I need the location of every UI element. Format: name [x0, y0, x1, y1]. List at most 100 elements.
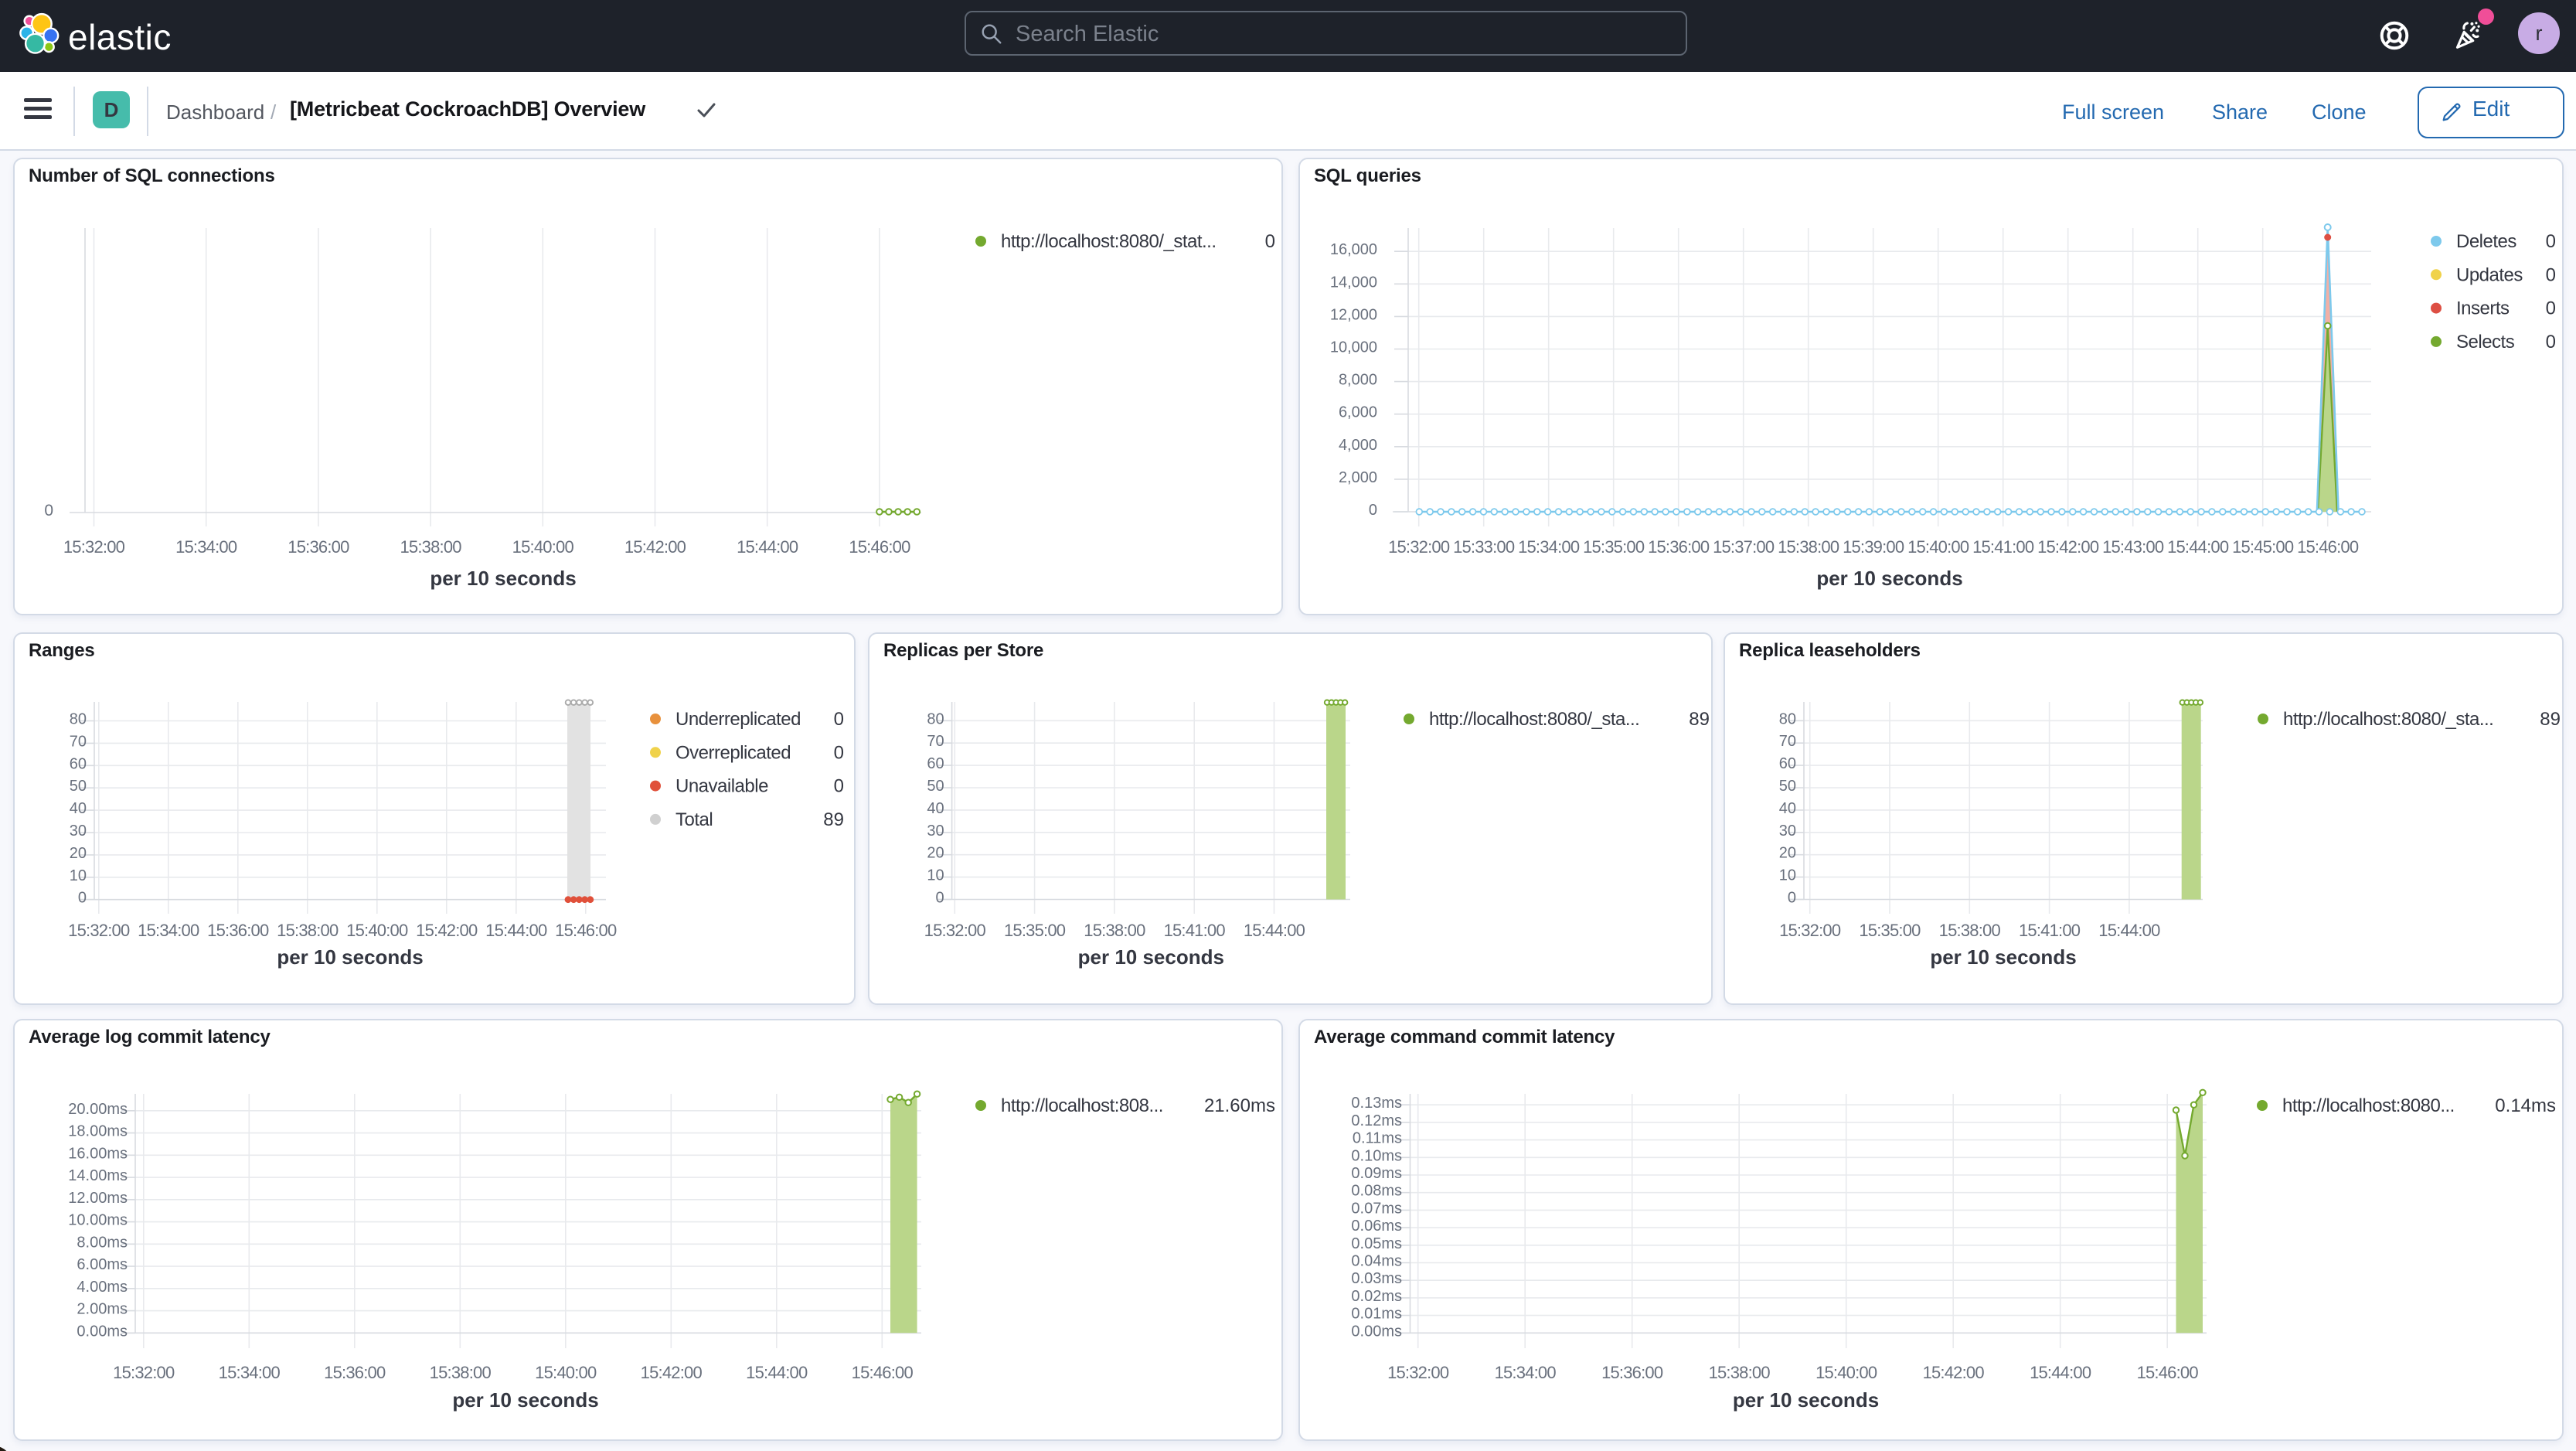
svg-text:per 10 seconds: per 10 seconds	[1078, 945, 1224, 969]
svg-text:20: 20	[927, 845, 944, 862]
svg-text:0.11ms: 0.11ms	[1353, 1130, 1402, 1147]
svg-text:0.10ms: 0.10ms	[1351, 1147, 1402, 1164]
svg-text:10.00ms: 10.00ms	[68, 1212, 128, 1229]
svg-text:Average command commit latency: Average command commit latency	[1314, 1027, 1615, 1047]
svg-text:SQL queries: SQL queries	[1314, 165, 1421, 186]
svg-text:http://localhost:8080/_sta...: http://localhost:8080/_sta...	[2283, 709, 2493, 730]
svg-text:12.00ms: 12.00ms	[68, 1190, 128, 1207]
svg-text:10: 10	[927, 867, 944, 884]
svg-text:40: 40	[1779, 800, 1796, 817]
svg-text:8,000: 8,000	[1339, 372, 1377, 389]
svg-text:15:36:00: 15:36:00	[1601, 1363, 1663, 1382]
svg-text:15:32:00: 15:32:00	[1387, 1363, 1449, 1382]
svg-text:Number of SQL connections: Number of SQL connections	[29, 165, 275, 186]
svg-text:14,000: 14,000	[1330, 274, 1377, 291]
svg-text:20.00ms: 20.00ms	[68, 1101, 128, 1118]
svg-text:15:38:00: 15:38:00	[430, 1363, 492, 1382]
svg-text:Unavailable: Unavailable	[675, 776, 768, 797]
svg-text:Selects: Selects	[2456, 332, 2515, 353]
svg-text:15:42:00: 15:42:00	[2037, 537, 2099, 557]
svg-text:15:38:00: 15:38:00	[400, 537, 461, 557]
svg-text:15:44:00: 15:44:00	[2167, 537, 2229, 557]
svg-text:0: 0	[834, 742, 844, 763]
svg-text:60: 60	[1779, 755, 1796, 772]
svg-text:Deletes: Deletes	[2456, 231, 2516, 252]
svg-text:4,000: 4,000	[1339, 437, 1377, 454]
svg-text:40: 40	[70, 800, 87, 817]
svg-text:0: 0	[2546, 264, 2556, 285]
svg-text:0: 0	[834, 709, 844, 730]
svg-text:15:32:00: 15:32:00	[113, 1363, 175, 1382]
svg-text:15:36:00: 15:36:00	[288, 537, 349, 557]
svg-text:0: 0	[44, 502, 53, 519]
svg-text:0: 0	[2546, 231, 2556, 252]
svg-text:15:44:00: 15:44:00	[737, 537, 798, 557]
svg-text:12,000: 12,000	[1330, 306, 1377, 323]
svg-text:15:42:00: 15:42:00	[1923, 1363, 1985, 1382]
svg-text:0.14ms: 0.14ms	[2495, 1095, 2556, 1116]
svg-text:15:46:00: 15:46:00	[2297, 537, 2359, 557]
svg-text:15:41:00: 15:41:00	[2019, 921, 2081, 940]
svg-text:0.06ms: 0.06ms	[1351, 1218, 1402, 1235]
svg-text:per 10 seconds: per 10 seconds	[1816, 567, 1962, 590]
svg-text:15:46:00: 15:46:00	[555, 921, 617, 940]
svg-text:15:38:00: 15:38:00	[277, 921, 339, 940]
svg-text:40: 40	[927, 800, 944, 817]
svg-text:70: 70	[70, 733, 87, 750]
svg-text:15:40:00: 15:40:00	[1907, 537, 1969, 557]
svg-text:15:42:00: 15:42:00	[416, 921, 478, 940]
svg-text:15:33:00: 15:33:00	[1453, 537, 1515, 557]
svg-text:60: 60	[927, 755, 944, 772]
svg-text:15:40:00: 15:40:00	[512, 537, 574, 557]
svg-text:50: 50	[1779, 778, 1796, 795]
svg-text:per 10 seconds: per 10 seconds	[452, 1388, 598, 1412]
svg-text:Replica leaseholders: Replica leaseholders	[1739, 640, 1921, 661]
svg-text:16,000: 16,000	[1330, 241, 1377, 258]
svg-text:20: 20	[70, 845, 87, 862]
svg-text:89: 89	[2540, 709, 2561, 730]
svg-text:15:34:00: 15:34:00	[1518, 537, 1580, 557]
svg-text:15:39:00: 15:39:00	[1843, 537, 1904, 557]
svg-text:15:37:00: 15:37:00	[1713, 537, 1775, 557]
svg-text:0: 0	[1265, 231, 1275, 252]
svg-text:15:44:00: 15:44:00	[2098, 921, 2160, 940]
svg-text:0: 0	[2546, 332, 2556, 353]
svg-text:21.60ms: 21.60ms	[1204, 1095, 1275, 1116]
svg-text:15:41:00: 15:41:00	[1972, 537, 2034, 557]
svg-text:10: 10	[70, 867, 87, 884]
svg-text:80: 80	[1779, 710, 1796, 727]
svg-text:89: 89	[823, 809, 844, 830]
svg-text:50: 50	[70, 778, 87, 795]
svg-text:16.00ms: 16.00ms	[68, 1145, 128, 1162]
svg-text:15:38:00: 15:38:00	[1778, 537, 1839, 557]
svg-text:15:44:00: 15:44:00	[1244, 921, 1305, 940]
svg-text:Total: Total	[675, 809, 713, 830]
svg-text:15:46:00: 15:46:00	[852, 1363, 914, 1382]
svg-text:89: 89	[1689, 709, 1710, 730]
svg-text:15:36:00: 15:36:00	[324, 1363, 386, 1382]
svg-text:15:44:00: 15:44:00	[2030, 1363, 2091, 1382]
svg-text:0: 0	[2546, 298, 2556, 319]
svg-text:per 10 seconds: per 10 seconds	[1733, 1388, 1879, 1412]
svg-text:30: 30	[70, 823, 87, 840]
svg-text:Ranges: Ranges	[29, 640, 95, 661]
svg-text:Average log commit latency: Average log commit latency	[29, 1027, 271, 1047]
svg-text:Replicas per Store: Replicas per Store	[883, 640, 1043, 661]
svg-text:8.00ms: 8.00ms	[77, 1234, 128, 1251]
svg-text:60: 60	[70, 755, 87, 772]
svg-text:15:34:00: 15:34:00	[138, 921, 199, 940]
svg-text:0: 0	[1369, 502, 1377, 519]
svg-text:15:44:00: 15:44:00	[746, 1363, 808, 1382]
svg-text:10,000: 10,000	[1330, 339, 1377, 356]
svg-text:15:35:00: 15:35:00	[1004, 921, 1066, 940]
svg-text:4.00ms: 4.00ms	[77, 1279, 128, 1296]
svg-text:15:38:00: 15:38:00	[1939, 921, 2001, 940]
svg-text:Inserts: Inserts	[2456, 298, 2510, 319]
svg-text:Overreplicated: Overreplicated	[675, 742, 791, 763]
svg-text:20: 20	[1779, 845, 1796, 862]
svg-text:0.00ms: 0.00ms	[1351, 1323, 1402, 1340]
svg-text:0.07ms: 0.07ms	[1351, 1200, 1402, 1217]
svg-text:http://localhost:8080/_stat...: http://localhost:8080/_stat...	[1001, 231, 1217, 252]
svg-text:6.00ms: 6.00ms	[77, 1256, 128, 1273]
svg-text:15:46:00: 15:46:00	[2137, 1363, 2199, 1382]
